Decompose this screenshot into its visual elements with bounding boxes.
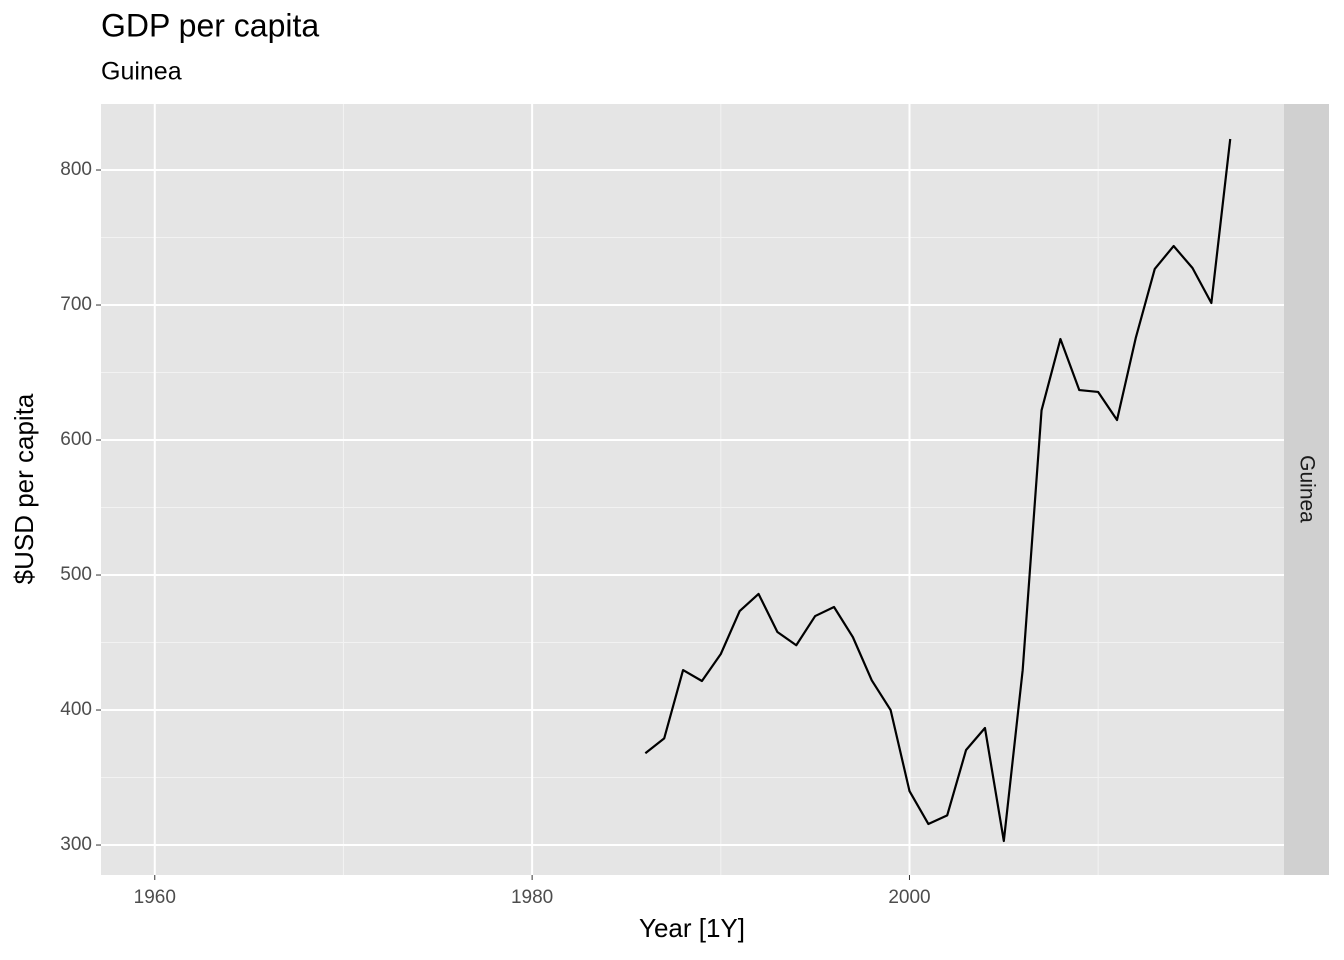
y-axis-title: $USD per capita bbox=[9, 393, 39, 584]
x-tick-label: 2000 bbox=[888, 887, 930, 908]
y-tick-label: 700 bbox=[60, 294, 92, 315]
x-tick-label: 1980 bbox=[511, 887, 553, 908]
panel bbox=[101, 104, 1284, 875]
y-tick-label: 500 bbox=[60, 564, 92, 585]
y-tick-label: 400 bbox=[60, 699, 92, 720]
chart-subtitle: Guinea bbox=[101, 58, 182, 86]
data-line bbox=[644, 138, 1232, 843]
y-tick-label: 300 bbox=[60, 834, 92, 855]
y-tick-label: 600 bbox=[60, 429, 92, 450]
chart-title: GDP per capita bbox=[101, 7, 319, 43]
facet-label: Guinea bbox=[1295, 455, 1318, 523]
y-tick-label: 800 bbox=[60, 159, 92, 180]
x-tick-label: 1960 bbox=[134, 887, 176, 908]
x-axis-title: Year [1Y] bbox=[639, 913, 745, 943]
facet-strip bbox=[1284, 104, 1329, 875]
